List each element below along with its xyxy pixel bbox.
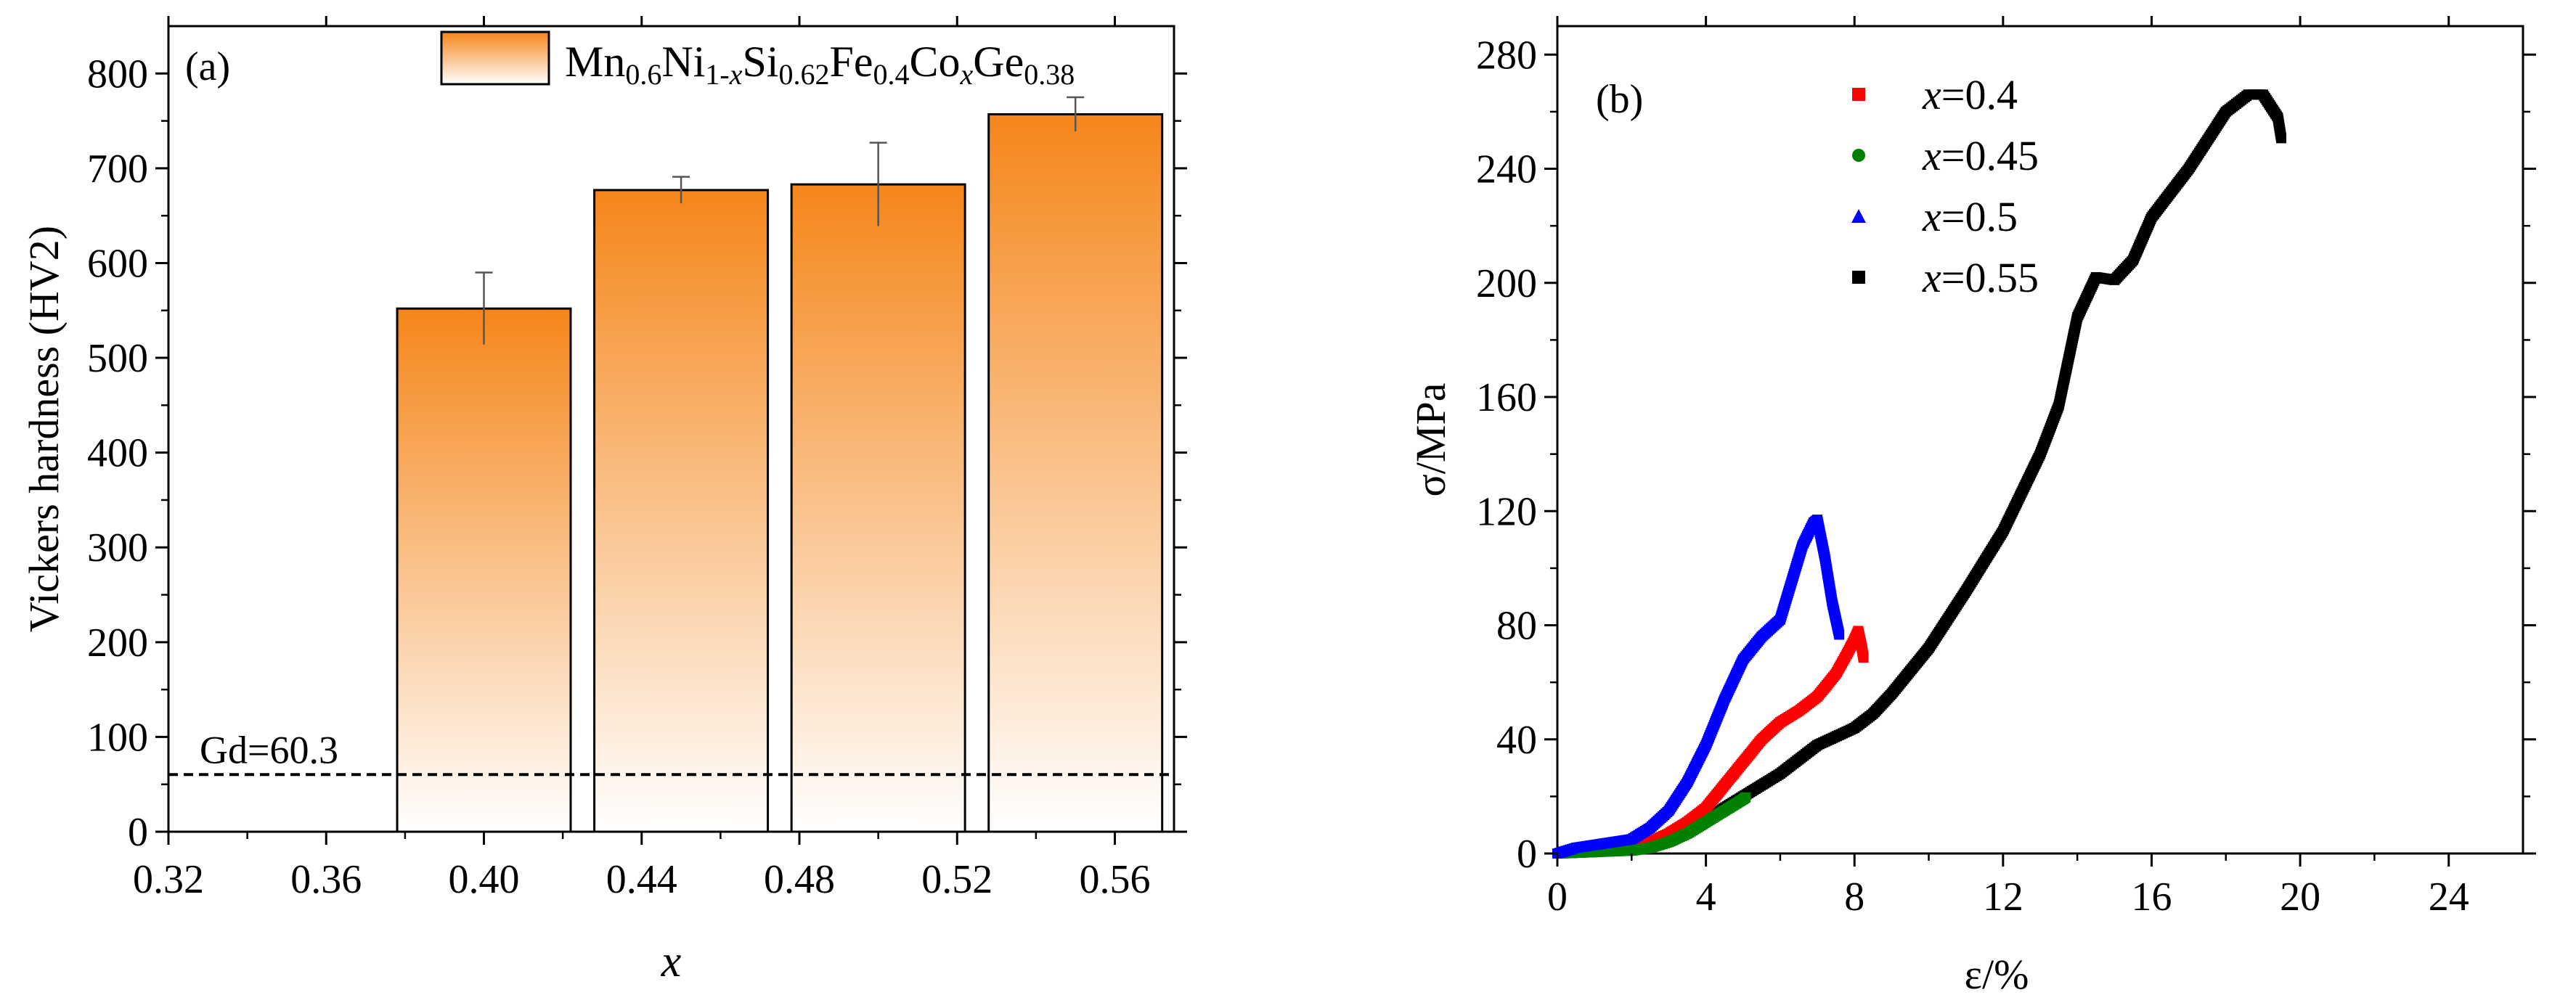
x-tick-label: 0.52 [921, 857, 993, 902]
legend-formula-part: x [729, 58, 743, 91]
panel-b-x-axis-label: ε/% [1965, 951, 2029, 998]
y-tick-label: 200 [1476, 261, 1537, 306]
legend-var: x [1922, 132, 1941, 179]
panel-a-hardness-chart: Gd=60.3 0 100 200 300 400 500 600 700 800 0.32 0.3… [20, 16, 1187, 986]
panel-a-bars [396, 96, 1164, 833]
y-tick-label: 160 [1476, 375, 1537, 420]
panel-a-ticks: 0 100 200 300 400 500 600 700 800 0.32 0.36 0.40 0.4… [87, 16, 1187, 902]
x-tick-label: 0.56 [1080, 857, 1151, 902]
legend-label: x=0.5 [1922, 193, 2018, 240]
x-tick-label: 0.40 [449, 857, 520, 902]
y-tick-label: 600 [87, 241, 148, 286]
x-tick-label: 0.36 [290, 857, 362, 902]
x-tick-label: 0.32 [133, 857, 204, 902]
legend-formula-part: Ni [661, 38, 705, 86]
y-tick-label: 240 [1476, 147, 1537, 192]
legend-formula: Mn0.6Ni1-xSi0.62Fe0.4CoxGe0.38 [565, 38, 1075, 91]
legend-formula-part: 0.6 [625, 58, 661, 91]
legend-label: x=0.55 [1922, 254, 2039, 301]
gd-reference-label: Gd=60.3 [200, 728, 338, 771]
series-x=0.55 [1552, 89, 2287, 859]
legend-value: =0.45 [1941, 132, 2039, 179]
hardness-bar [593, 189, 770, 833]
legend-var: x [1922, 193, 1941, 240]
legend-formula-part: x [960, 58, 974, 91]
legend-formula-part: Si [742, 38, 778, 86]
panel-a-label: (a) [185, 44, 230, 89]
panel-b-label: (b) [1596, 77, 1643, 122]
legend-label: x=0.4 [1922, 71, 2018, 118]
legend-marker-triangle [1851, 209, 1866, 223]
legend-marker-circle [1852, 149, 1865, 162]
legend-value: =0.4 [1941, 71, 2018, 118]
series-x=0.5 [1552, 515, 1845, 859]
y-tick-label: 0 [128, 810, 148, 855]
y-tick-label: 800 [87, 52, 148, 97]
x-tick-label: 20 [2280, 875, 2320, 920]
x-tick-label: 16 [2131, 875, 2172, 920]
hardness-bar [790, 183, 966, 833]
x-tick-label: 8 [1844, 875, 1864, 920]
x-tick-label: 0.44 [606, 857, 677, 902]
y-tick-label: 0 [1517, 832, 1537, 877]
y-tick-label: 80 [1496, 604, 1537, 649]
hardness-bar [396, 307, 572, 833]
legend-formula-part: Mn [565, 38, 625, 86]
legend-var: x [1922, 254, 1941, 301]
legend-formula-part: Fe [830, 38, 873, 86]
y-tick-label: 200 [87, 621, 148, 666]
legend-marker-square [1852, 88, 1865, 101]
y-tick-label: 400 [87, 431, 148, 476]
hardness-bar [987, 112, 1164, 833]
legend-formula-part: 0.62 [779, 58, 830, 91]
panel-b-axes [1556, 25, 2524, 855]
legend-formula-part: 1- [705, 58, 729, 91]
y-tick-label: 280 [1476, 33, 1537, 78]
legend-formula-part: 0.4 [873, 58, 910, 91]
x-tick-label: 0 [1547, 875, 1568, 920]
y-tick-label: 700 [87, 147, 148, 192]
legend-value: =0.5 [1941, 193, 2018, 240]
data-point [1834, 629, 1845, 640]
legend-swatch [440, 30, 550, 86]
data-point [1740, 792, 1751, 803]
x-tick-label: 4 [1696, 875, 1716, 920]
panel-b-frame [1556, 25, 2524, 855]
panel-a-x-axis-label: x [661, 937, 682, 986]
data-point [2276, 133, 2287, 144]
panel-b-y-axis-label: σ/MPa [1407, 383, 1454, 497]
y-tick-label: 120 [1476, 489, 1537, 534]
legend-formula-part: 0.38 [1024, 58, 1075, 91]
x-tick-label: 24 [2429, 875, 2469, 920]
panel-a-legend: Mn0.6Ni1-xSi0.62Fe0.4CoxGe0.38 [440, 30, 1075, 91]
legend-formula-part: Ge [973, 38, 1024, 86]
panel-a-y-axis-label: Vickers hardness (HV2) [20, 226, 68, 632]
y-tick-label: 100 [87, 715, 148, 760]
legend-label: x=0.45 [1922, 132, 2039, 179]
legend-marker-square [1852, 271, 1865, 284]
panel-b-ticks: 0 40 80 120 160 200 240 280 0 4 8 12 16 20 24 [1476, 16, 2536, 920]
legend-var: x [1922, 71, 1941, 118]
y-tick-label: 300 [87, 525, 148, 570]
panel-b-series [1552, 89, 2287, 859]
x-tick-label: 0.48 [764, 857, 835, 902]
legend-formula-part: Co [910, 38, 961, 86]
y-tick-label: 500 [87, 336, 148, 381]
x-tick-label: 12 [1983, 875, 2023, 920]
data-point [1858, 652, 1869, 663]
y-tick-label: 40 [1496, 718, 1537, 763]
panel-a-reference-line: Gd=60.3 [168, 728, 1174, 777]
panel-b-legend: x=0.4x=0.45x=0.5x=0.55 [1851, 71, 2039, 301]
legend-value: =0.55 [1941, 254, 2039, 301]
